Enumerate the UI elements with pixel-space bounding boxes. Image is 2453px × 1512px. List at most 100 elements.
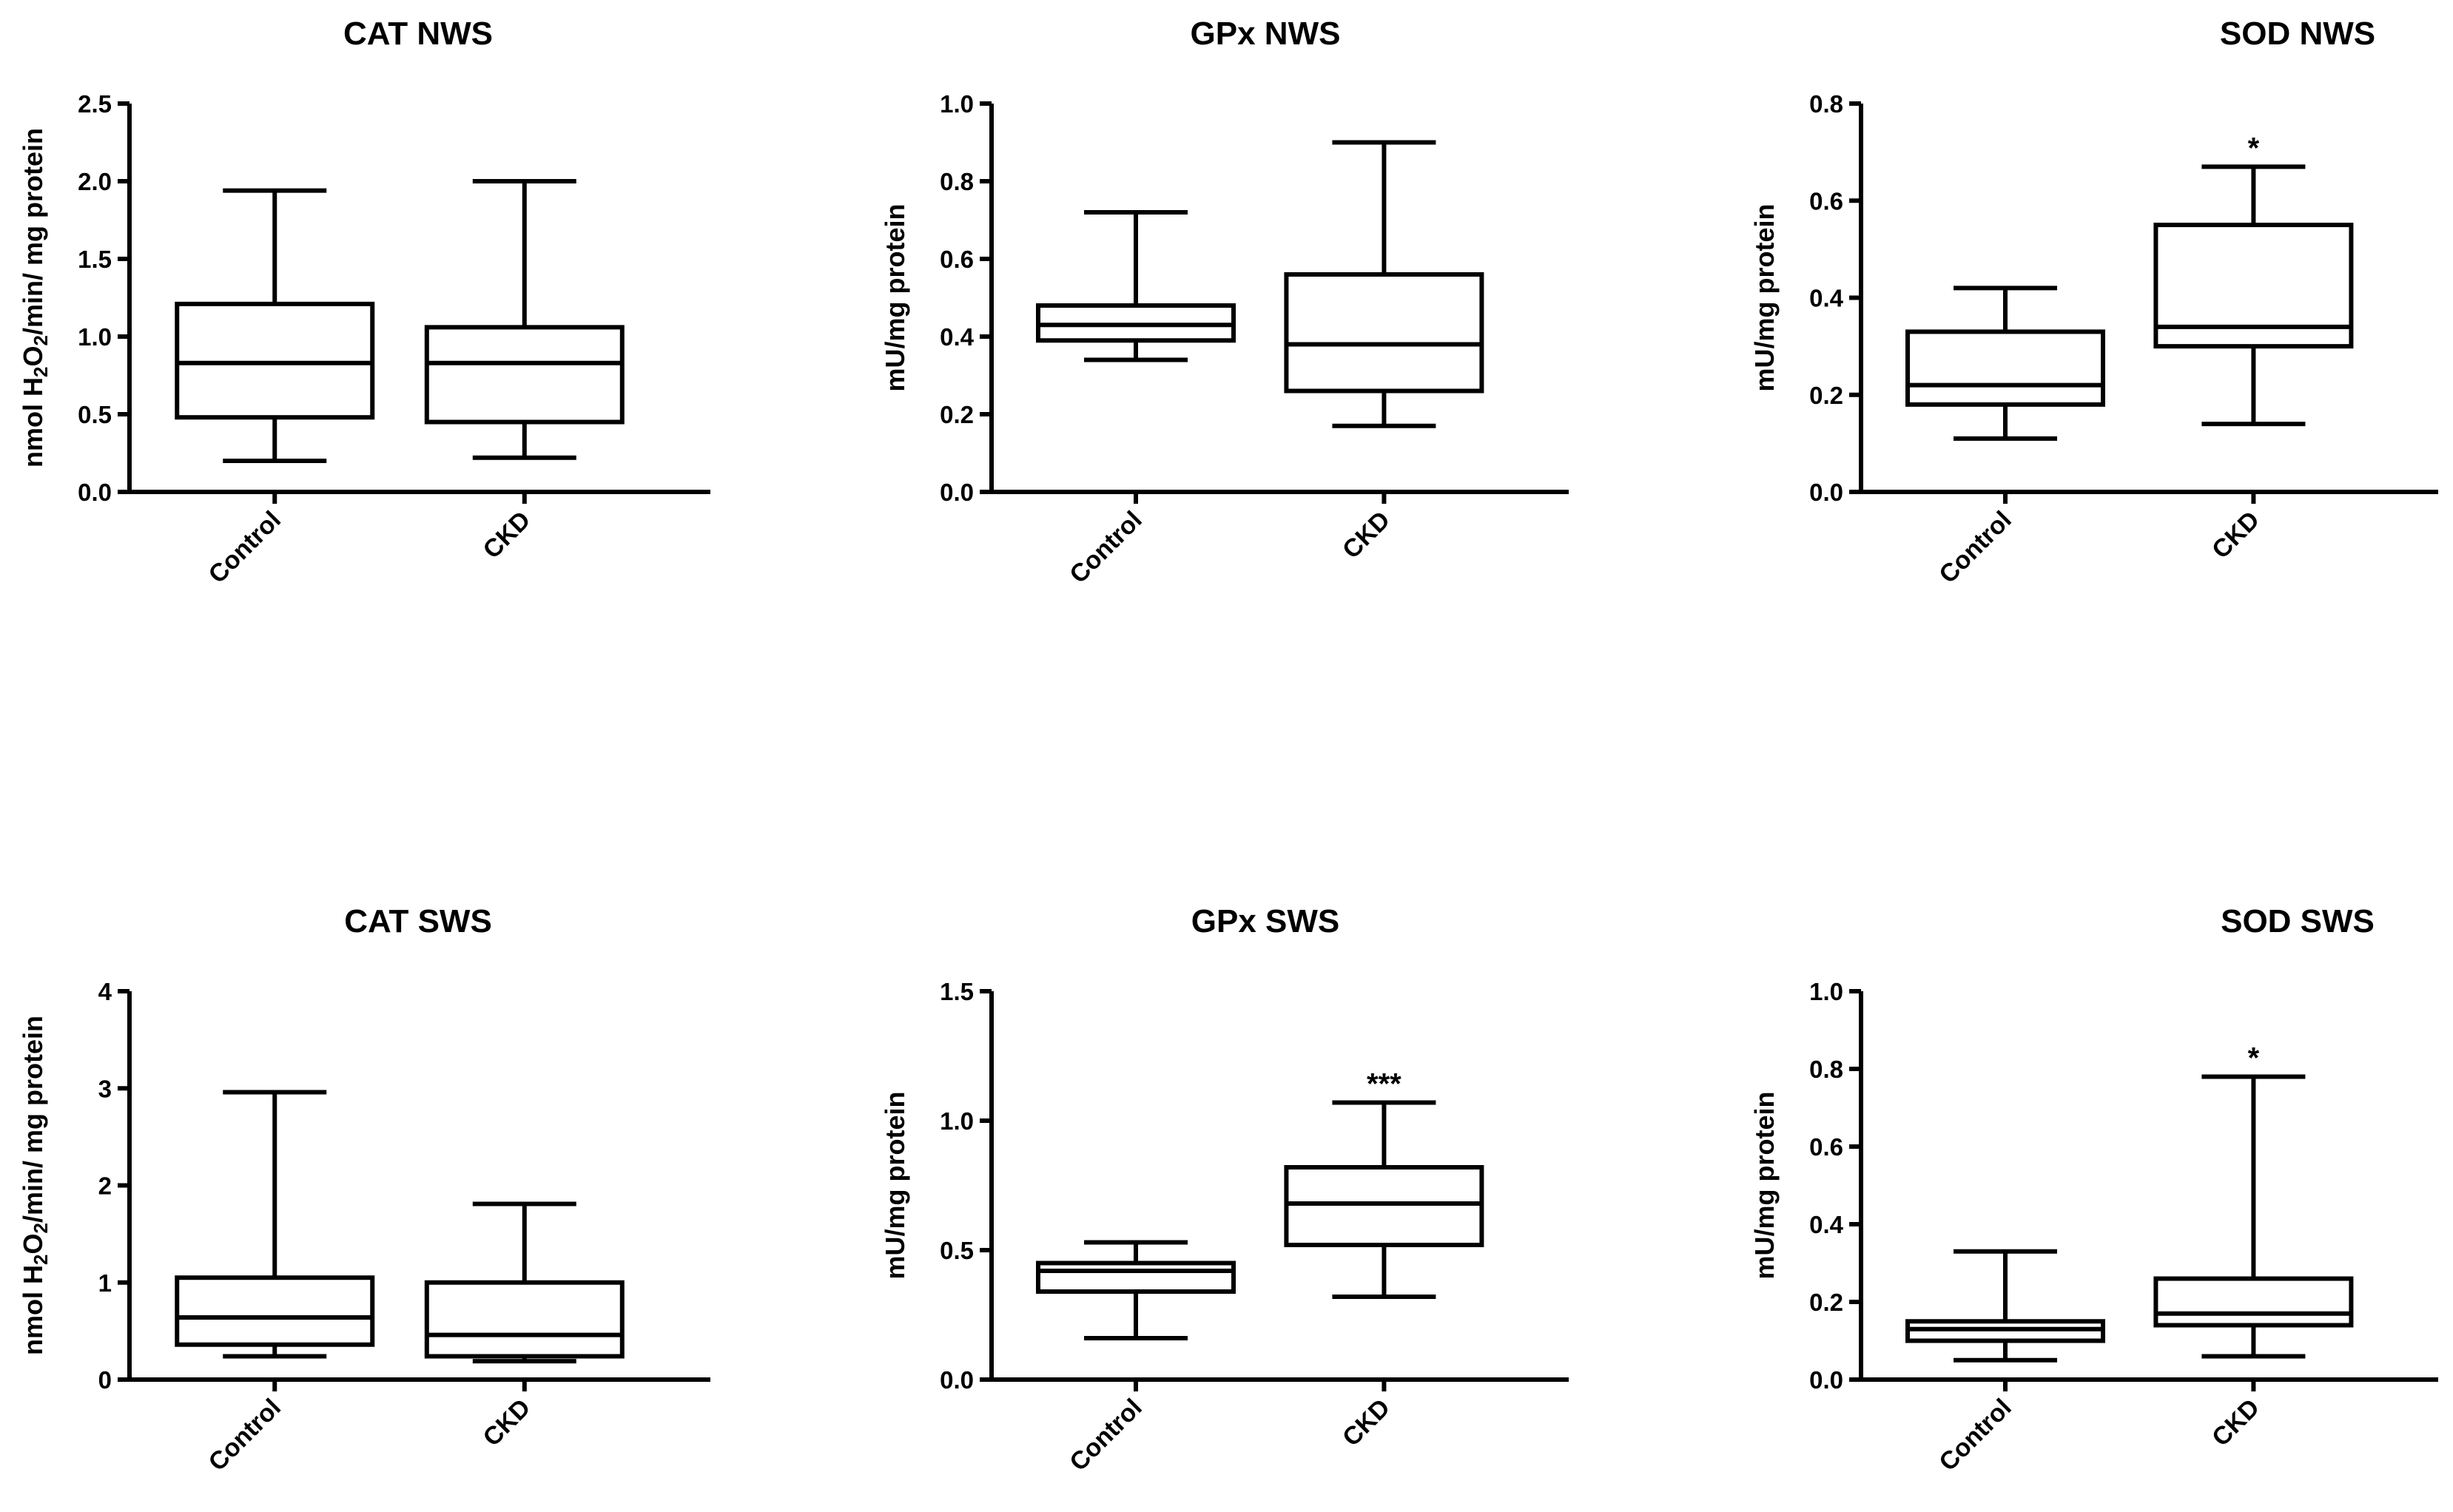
- significance-marker: *: [2248, 1042, 2260, 1075]
- iqr-box: [175, 301, 375, 420]
- box-ckd: *: [2153, 132, 2354, 427]
- y-tick-label: 0.8: [1809, 90, 1843, 118]
- category-label: Control: [1064, 1394, 1147, 1476]
- y-tick-label: 1: [98, 1269, 112, 1297]
- iqr-box: [2153, 1276, 2354, 1328]
- y-axis-label-part: nmol H: [18, 1265, 48, 1355]
- box-ckd: ***: [1284, 1068, 1484, 1299]
- y-tick-label: 0.6: [1809, 1133, 1843, 1161]
- y-tick-label: 1.5: [78, 246, 112, 273]
- y-axis-label: mU/mg protein: [1749, 1091, 1780, 1279]
- y-tick-label: 0.0: [1809, 479, 1843, 506]
- category-label: CKD: [477, 1394, 536, 1452]
- panel-sod-sws: SOD SWS 0.0 0.2 0.4 0.6 0.8 1.0 mU/mg protein Co…: [1749, 903, 2438, 1476]
- y-tick-label: 0.2: [940, 401, 974, 428]
- significance-marker: *: [2248, 132, 2260, 164]
- y-tick-label: 0.6: [940, 246, 974, 273]
- y-axis-label: mU/mg protein: [1749, 203, 1780, 391]
- y-tick-label: 0.0: [940, 479, 974, 506]
- y-tick-label: 0.5: [940, 1237, 974, 1264]
- panel-title: SOD NWS: [2220, 16, 2375, 52]
- box-control: [175, 188, 375, 463]
- y-tick-label: 0.6: [1809, 187, 1843, 215]
- y-tick-label: 0.0: [78, 479, 112, 506]
- panel-title: SOD SWS: [2221, 903, 2375, 939]
- panel-title: CAT SWS: [344, 903, 492, 939]
- y-axis-label-part: mU/mg protein: [880, 1091, 910, 1279]
- category-label: Control: [1934, 1394, 2016, 1476]
- panel-title: CAT NWS: [343, 16, 493, 52]
- y-axis-label-part: O: [18, 1234, 48, 1255]
- y-tick-label: 1.0: [78, 323, 112, 351]
- y-axis-label: mU/mg protein: [880, 1091, 910, 1279]
- y-axis-label-part: nmol H: [18, 377, 48, 468]
- category-label: CKD: [2207, 1394, 2265, 1452]
- y-axis-label-part: /min/ mg protein: [18, 1016, 48, 1223]
- y-tick-label: 0.2: [1809, 382, 1843, 409]
- iqr-box: [1905, 329, 2105, 407]
- iqr-box: [2153, 223, 2354, 349]
- y-tick-label: 0: [98, 1366, 112, 1394]
- y-tick-label: 0.4: [1809, 1211, 1844, 1238]
- y-axis-label: nmol H2O2/min/ mg protein: [18, 1016, 52, 1355]
- box-ckd: [1284, 140, 1484, 428]
- iqr-box: [1284, 1165, 1484, 1247]
- panel-title: GPx NWS: [1191, 16, 1341, 52]
- y-tick-label: 4: [98, 978, 112, 1005]
- y-tick-label: 0.5: [78, 401, 112, 428]
- y-axis-label-part: /min/ mg protein: [18, 128, 48, 335]
- category-label: CKD: [477, 506, 536, 564]
- box-ckd: [424, 179, 625, 460]
- panel-gpx-nws: GPx NWS 0.0 0.2 0.4 0.6 0.8 1.0 mU/mg protein Co…: [880, 16, 1569, 589]
- y-axis-label-part: mU/mg protein: [1749, 1091, 1780, 1279]
- y-tick-label: 0.8: [940, 168, 974, 195]
- y-tick-label: 0.2: [1809, 1289, 1843, 1316]
- y-axis-label-subscript: 2: [30, 1223, 52, 1233]
- y-tick-label: 1.0: [940, 90, 974, 118]
- box-control: [1905, 286, 2105, 441]
- y-axis-label: mU/mg protein: [880, 203, 910, 391]
- iqr-box: [424, 325, 625, 425]
- y-tick-label: 0.4: [940, 323, 975, 351]
- y-axis-label-subscript: 2: [30, 335, 52, 345]
- y-axis-label-part: mU/mg protein: [880, 203, 910, 391]
- box-control: [175, 1090, 375, 1359]
- y-tick-label: 1.0: [940, 1107, 974, 1135]
- y-axis-label-part: O: [18, 346, 48, 367]
- box-control: [1036, 210, 1236, 362]
- iqr-box: [424, 1280, 625, 1359]
- y-tick-label: 2: [98, 1172, 112, 1200]
- panel-gpx-sws: GPx SWS 0.0 0.5 1.0 1.5 mU/mg protein Control *…: [880, 903, 1569, 1476]
- category-label: Control: [1934, 506, 2016, 589]
- y-axis-label-part: mU/mg protein: [1749, 203, 1780, 391]
- iqr-box: [1284, 272, 1484, 394]
- y-tick-label: 1.0: [1809, 978, 1843, 1005]
- box-control: [1036, 1240, 1236, 1340]
- y-axis-label-subscript: 2: [30, 367, 52, 377]
- y-axis-label: nmol H2O2/min/ mg protein: [18, 128, 52, 468]
- y-tick-label: 2.5: [78, 90, 112, 118]
- category-label: Control: [203, 506, 286, 589]
- y-axis-label-subscript: 2: [30, 1255, 52, 1265]
- y-tick-label: 2.0: [78, 168, 112, 195]
- category-label: CKD: [1337, 506, 1396, 564]
- category-label: CKD: [1337, 1394, 1396, 1452]
- panel-title: GPx SWS: [1191, 903, 1340, 939]
- category-label: Control: [1064, 506, 1147, 589]
- y-tick-label: 1.5: [940, 978, 974, 1005]
- y-tick-label: 0.8: [1809, 1056, 1843, 1083]
- box-ckd: *: [2153, 1042, 2354, 1359]
- box-control: [1905, 1249, 2105, 1363]
- y-tick-label: 0.4: [1809, 285, 1844, 312]
- iqr-box: [1036, 1260, 1236, 1294]
- iqr-box: [175, 1275, 375, 1347]
- category-label: CKD: [2207, 506, 2265, 564]
- category-label: Control: [203, 1394, 286, 1476]
- significance-marker: ***: [1367, 1068, 1402, 1101]
- y-tick-label: 0.0: [1809, 1366, 1843, 1394]
- panel-sod-nws: SOD NWS 0.0 0.2 0.4 0.6 0.8 mU/mg protein Contr…: [1749, 16, 2438, 589]
- y-tick-label: 3: [98, 1075, 112, 1102]
